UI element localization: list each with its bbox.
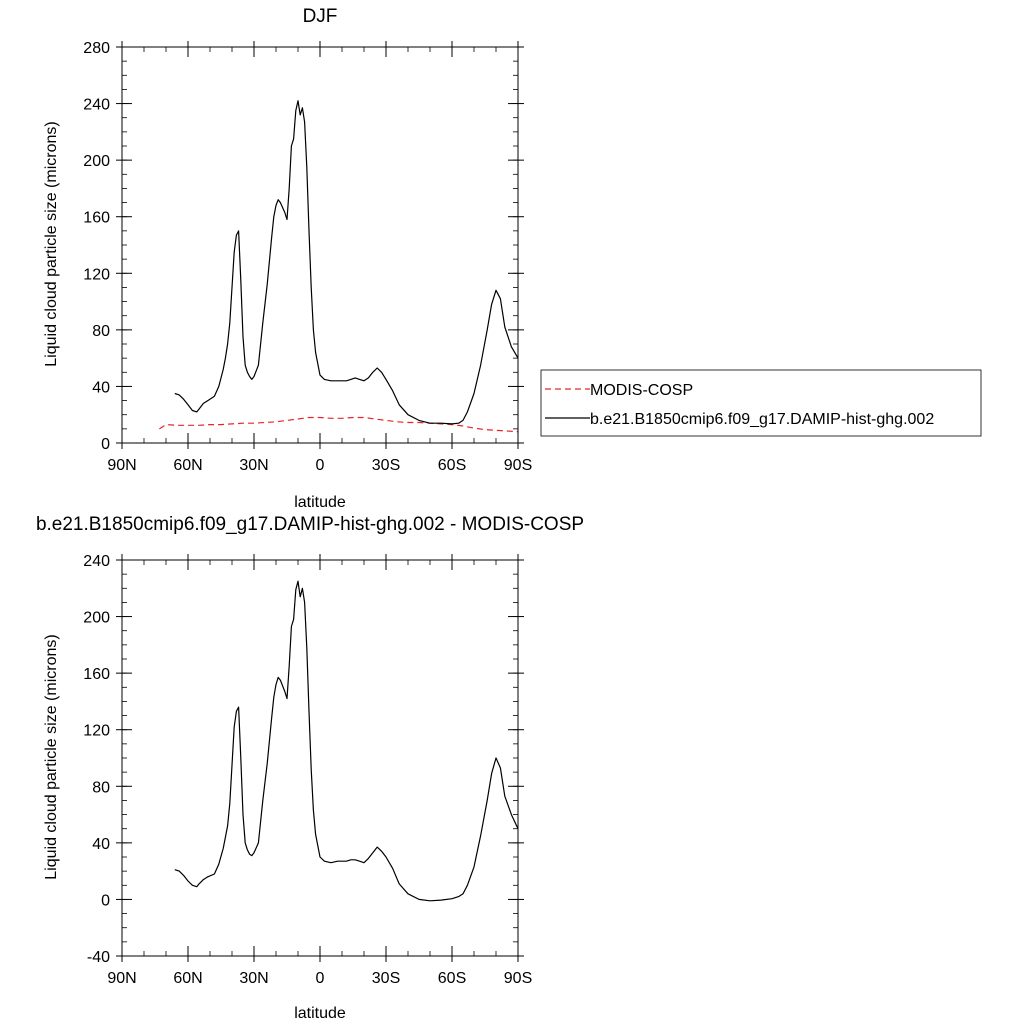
top-x-tick-label: 30N — [239, 457, 268, 474]
legend-label-modis-cosp: MODIS-COSP — [590, 382, 693, 399]
top-series-lines — [159, 100, 519, 433]
bottom-y-tick-label: -40 — [87, 949, 110, 966]
top-series-line-modis-cosp — [159, 416, 519, 433]
bottom-x-tick-label: 90S — [504, 970, 532, 987]
top-x-tick-label: 0 — [316, 457, 325, 474]
top-tick-labels: 90N 60N 30N 0 30S 60S 90S 0 40 80 120 160 200 240 280 — [83, 40, 532, 474]
bottom-chart-title: b.e21.B1850cmip6.f09_g17.DAMIP-hist-ghg.… — [36, 514, 584, 535]
bottom-x-tick-label: 90N — [107, 970, 136, 987]
bottom-tick-labels: 90N 60N 30N 0 30S 60S 90S -40 0 40 80 120 160 200 240 — [83, 553, 532, 987]
top-x-tick-label: 30S — [372, 457, 400, 474]
bottom-y-tick-label: 80 — [92, 779, 110, 796]
top-y-tick-label: 240 — [83, 97, 110, 114]
top-y-tick-label: 0 — [101, 436, 110, 453]
top-axis-ticks — [116, 41, 524, 449]
bottom-panel: b.e21.B1850cmip6.f09_g17.DAMIP-hist-ghg.… — [36, 514, 584, 1022]
bottom-x-tick-label: 60N — [173, 970, 202, 987]
bottom-y-tick-label: 160 — [83, 666, 110, 683]
bottom-x-tick-label: 30N — [239, 970, 268, 987]
bottom-series-lines — [174, 580, 519, 902]
top-x-axis-label: latitude — [294, 494, 346, 511]
top-y-tick-label: 200 — [83, 153, 110, 170]
legend-label-model: b.e21.B1850cmip6.f09_g17.DAMIP-hist-ghg.… — [590, 411, 934, 428]
bottom-x-tick-label: 30S — [372, 970, 400, 987]
top-y-tick-label: 40 — [92, 379, 110, 396]
legend-box — [540, 369, 982, 437]
bottom-axis-ticks — [116, 554, 524, 962]
top-x-tick-label: 60S — [438, 457, 466, 474]
top-y-tick-label: 120 — [83, 266, 110, 283]
top-series-line-b-e21-b1850cmip6-f09-g17-damip-hist-ghg-002 — [174, 100, 519, 425]
bottom-y-tick-label: 0 — [101, 892, 110, 909]
top-y-tick-label: 280 — [83, 40, 110, 57]
bottom-y-tick-label: 120 — [83, 723, 110, 740]
top-y-axis-label: Liquid cloud particle size (microns) — [43, 121, 60, 366]
bottom-y-tick-label: 240 — [83, 553, 110, 570]
top-chart-title: DJF — [303, 6, 338, 27]
top-plot-frame — [121, 46, 519, 444]
legend: MODIS-COSP b.e21.B1850cmip6.f09_g17.DAMI… — [540, 369, 982, 437]
bottom-plot-frame — [121, 559, 519, 957]
bottom-x-tick-label: 0 — [316, 970, 325, 987]
bottom-x-axis-label: latitude — [294, 1005, 346, 1022]
bottom-x-tick-label: 60S — [438, 970, 466, 987]
bottom-series-line-difference — [174, 580, 519, 902]
top-x-tick-label: 90N — [107, 457, 136, 474]
bottom-y-tick-label: 200 — [83, 610, 110, 627]
top-x-tick-label: 90S — [504, 457, 532, 474]
bottom-y-axis-label: Liquid cloud particle size (microns) — [43, 634, 60, 879]
bottom-y-tick-label: 40 — [92, 836, 110, 853]
top-y-tick-label: 160 — [83, 210, 110, 227]
top-panel: DJF Liquid cloud particle size (microns)… — [43, 6, 532, 511]
top-y-tick-label: 80 — [92, 323, 110, 340]
top-x-tick-label: 60N — [173, 457, 202, 474]
